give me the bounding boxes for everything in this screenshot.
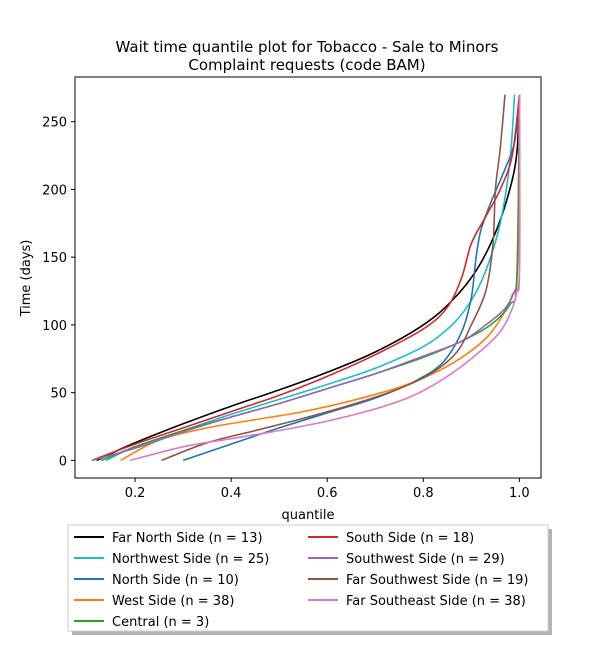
x-axis-label: quantile bbox=[281, 508, 334, 523]
x-tick-label: 0.6 bbox=[317, 486, 338, 501]
y-tick-label: 100 bbox=[42, 319, 67, 334]
chart-title-line-1: Wait time quantile plot for Tobacco - Sa… bbox=[116, 38, 499, 56]
series-line bbox=[96, 94, 521, 462]
legend-entry: Central (n = 3) bbox=[112, 615, 209, 630]
x-tick-label: 1.0 bbox=[509, 486, 530, 501]
x-tick-label: 0.4 bbox=[221, 486, 242, 501]
x-axis: 0.2 0.4 0.6 0.8 1.0 bbox=[125, 478, 530, 501]
legend-entry: North Side (n = 10) bbox=[112, 573, 239, 588]
legend-entry: West Side (n = 38) bbox=[112, 594, 234, 609]
chart-title-line-2: Complaint requests (code BAM) bbox=[188, 56, 425, 74]
legend-entry: Southwest Side (n = 29) bbox=[346, 552, 505, 567]
y-axis-label: Time (days) bbox=[19, 240, 34, 318]
series-line bbox=[105, 94, 516, 462]
plot-frame bbox=[74, 76, 542, 479]
series-line bbox=[129, 94, 521, 462]
series-line bbox=[91, 94, 521, 462]
plot-area bbox=[91, 94, 521, 462]
series-line bbox=[91, 94, 521, 462]
legend-entry: Far Southwest Side (n = 19) bbox=[346, 573, 528, 588]
y-tick-label: 0 bbox=[59, 454, 67, 469]
legend-entry: Far Southeast Side (n = 38) bbox=[346, 594, 526, 609]
legend: Far North Side (n = 13) Northwest Side (n… bbox=[67, 524, 552, 635]
legend-entry: Northwest Side (n = 25) bbox=[112, 552, 269, 567]
series-line bbox=[101, 94, 521, 462]
legend-entry: South Side (n = 18) bbox=[346, 531, 474, 546]
series-line bbox=[120, 94, 521, 462]
y-tick-label: 250 bbox=[42, 116, 67, 131]
x-tick-label: 0.8 bbox=[413, 486, 434, 501]
y-tick-label: 200 bbox=[42, 183, 67, 198]
legend-entry: Far North Side (n = 13) bbox=[112, 531, 263, 546]
y-tick-label: 50 bbox=[50, 387, 67, 402]
x-tick-label: 0.2 bbox=[125, 486, 146, 501]
y-tick-label: 150 bbox=[42, 251, 67, 266]
series-line bbox=[161, 94, 506, 462]
series-line bbox=[182, 94, 521, 462]
y-axis: 0 50 100 150 200 250 bbox=[42, 116, 75, 469]
